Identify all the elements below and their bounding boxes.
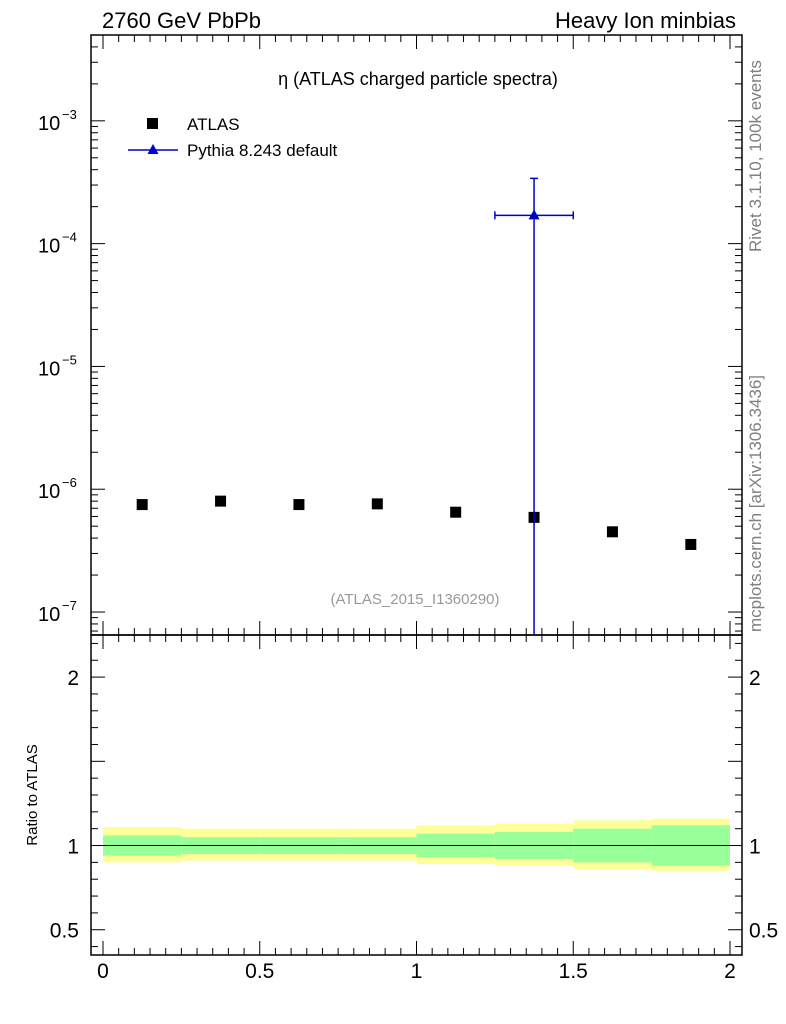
ratio-plot-frame [90, 634, 743, 956]
ratio-xtick-label: 0 [97, 960, 109, 983]
pythia-data-point [528, 209, 540, 220]
ratio-xtick-label: 2 [724, 960, 736, 983]
ratio-xtick-label: 0.5 [245, 960, 274, 983]
main-ytick-label-exp: −4 [62, 230, 77, 245]
ratio-left-ytick-label: 1 [67, 836, 79, 859]
main-ytick-label-2: 10 −5 [38, 352, 77, 380]
atlas-data-point [293, 499, 305, 511]
header-right: Heavy Ion minbias [555, 8, 736, 33]
main-ytick-label-3: 10 −6 [38, 475, 77, 503]
header-left: 2760 GeV PbPb [102, 8, 262, 33]
ratio-left-ytick-label: 2 [67, 667, 79, 690]
main-ytick-label-exp: −3 [62, 107, 77, 122]
ratio-xtick-label: 1.5 [559, 960, 588, 983]
main-ytick-label-base: 10 [38, 604, 60, 626]
main-ytick-label-base: 10 [38, 358, 60, 380]
analysis-tag: (ATLAS_2015_I1360290) [330, 591, 499, 608]
main-ytick-label-1: 10 −4 [38, 230, 77, 258]
main-ytick-label-exp: −7 [62, 598, 77, 613]
atlas-data-point [215, 495, 227, 507]
ratio-left-ytick-label: 0.5 [50, 920, 79, 943]
main-ytick-label-exp: −6 [62, 475, 77, 490]
ratio-right-ytick-label: 1 [749, 836, 761, 859]
main-ytick-label-0: 10 −3 [38, 107, 77, 135]
legend-pythia-marker [147, 144, 159, 154]
plot-title: η (ATLAS charged particle spectra) [278, 69, 558, 89]
legend-atlas-label: ATLAS [187, 115, 240, 134]
ratio-xtick-label: 1 [411, 960, 423, 983]
axis-ticks [91, 34, 742, 955]
atlas-data-point [136, 499, 148, 511]
main-ytick-label-base: 10 [38, 236, 60, 258]
atlas-data-point [450, 506, 462, 518]
ratio-right-ytick-label: 0.5 [749, 920, 778, 943]
main-ytick-label-4: 10 −7 [38, 598, 77, 626]
atlas-data-point [685, 538, 697, 550]
ratio-ylabel: Ratio to ATLAS [24, 744, 41, 845]
legend-pythia-label: Pythia 8.243 default [187, 141, 338, 160]
legend-atlas-marker [147, 118, 158, 129]
main-ytick-label-exp: −5 [62, 352, 77, 367]
atlas-data-point [371, 498, 383, 510]
ratio-right-ytick-label: 2 [749, 667, 761, 690]
main-ytick-label-base: 10 [38, 113, 60, 135]
main-ytick-label-base: 10 [38, 481, 60, 503]
atlas-data-point [606, 526, 618, 538]
